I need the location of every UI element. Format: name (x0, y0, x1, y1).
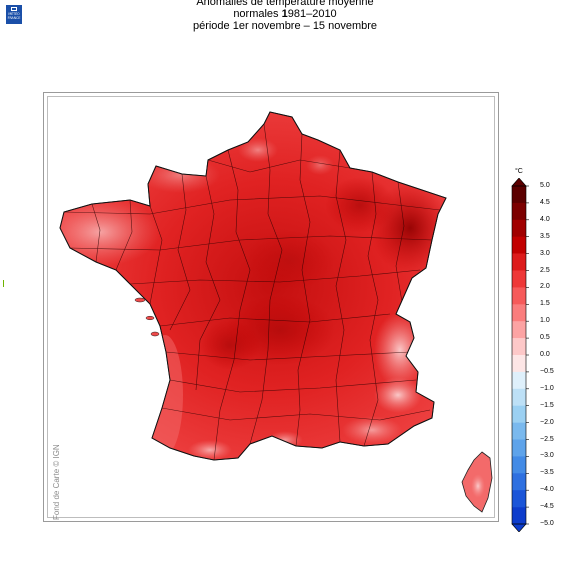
legend-tick-label: 1.5 (540, 300, 550, 308)
colorbar-step (512, 338, 526, 356)
legend-tick-label: 3.0 (540, 249, 550, 257)
colorbar-step (512, 422, 526, 440)
legend-tick-label: 2.0 (540, 283, 550, 291)
legend-tick-label: −4.5 (540, 503, 554, 511)
colorbar-step (512, 439, 526, 457)
logo-line1: MÉTÉO (8, 12, 20, 16)
title-line2-prefix: normales (233, 8, 282, 20)
legend-tick-label: 0.0 (540, 351, 550, 358)
colorbar-step (512, 304, 526, 322)
legend-tick-label: 1.0 (540, 317, 550, 325)
legend-tick-label: −3.5 (540, 469, 554, 477)
france-outline (59, 111, 447, 461)
map-credit: Fond de Carte © IGN (52, 444, 61, 520)
colorbar-step (512, 473, 526, 491)
legend-tick-label: −3.0 (540, 452, 554, 460)
colorbar-step (512, 186, 526, 204)
colorbar-step (512, 507, 526, 525)
colorbar-bottom-arrow (511, 523, 527, 532)
legend-tick-label: 5.0 (540, 182, 550, 189)
colorbar-step (512, 405, 526, 423)
legend-tick-label: −1.0 (540, 384, 554, 392)
colorbar-step (512, 371, 526, 390)
map-inner-frame (47, 96, 495, 518)
map-frame (43, 92, 499, 522)
title-line1: Anomalies de température moyenne (196, 0, 374, 8)
colorbar-top-arrow (511, 178, 527, 187)
colorbar-step (512, 287, 526, 305)
legend-tick-label: 2.5 (540, 266, 550, 274)
colorbar-step (512, 253, 526, 271)
logo-line2: FRANCE (7, 16, 21, 20)
legend-colorbar (511, 178, 529, 532)
meteo-france-logo: MÉTÉO FRANCE (6, 5, 22, 24)
colorbar-step (512, 321, 526, 339)
colorbar-step (512, 490, 526, 508)
title-line2: normales 1981–2010 (140, 8, 430, 20)
legend-tick-label: −4.0 (540, 486, 554, 494)
department-boundaries (63, 123, 441, 460)
ile-d-oleron (150, 331, 160, 337)
colorbar-step (512, 388, 526, 406)
legend-unit: °C (515, 168, 523, 175)
legend-tick-label: −1.5 (540, 401, 554, 409)
colorbar-step (512, 355, 526, 373)
colorbar-step (512, 236, 526, 254)
side-tick-mark (0, 280, 4, 287)
legend-tick-label: 4.5 (540, 198, 550, 206)
colorbar-step (512, 202, 526, 221)
legend-tick-label: −5.0 (540, 520, 554, 527)
legend-tick-label: 4.0 (540, 215, 550, 223)
title-line3: période 1er novembre – 15 novembre (192, 20, 378, 32)
legend-tick-label: 3.5 (540, 232, 550, 240)
legend-tick-label: −0.5 (540, 367, 554, 375)
colorbar-step (512, 219, 526, 237)
legend-tick-label: 0.5 (540, 334, 550, 342)
ile-de-re (145, 315, 155, 321)
ile-de-noirmoutier (134, 297, 146, 303)
legend-tick-label: −2.0 (540, 418, 554, 426)
title-line2-rest: 981–2010 (287, 8, 337, 20)
legend-tick-label: −2.5 (540, 435, 554, 443)
logo-mark-icon (11, 6, 17, 11)
title-line2-bold: 1 (281, 8, 288, 20)
colorbar-step (512, 456, 526, 474)
colorbar-step (512, 270, 526, 288)
map-titles: Anomalies de température moyenne normale… (140, 0, 430, 32)
